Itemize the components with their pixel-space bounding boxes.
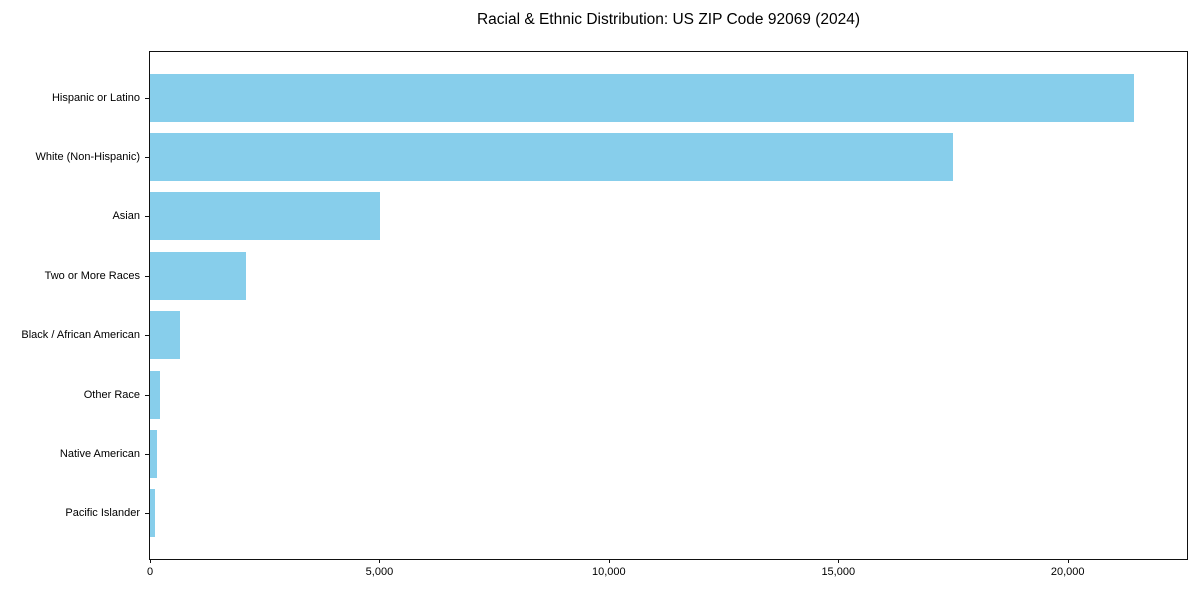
y-tick-label: Hispanic or Latino	[51, 91, 140, 104]
bar	[150, 489, 156, 538]
bar-row: Pacific Islander	[65, 484, 1187, 543]
y-tick	[145, 335, 149, 337]
bar-row: Two or More Races	[45, 246, 1187, 305]
y-tick-label: Other Race	[83, 388, 140, 401]
y-tick-label: Black / African American	[21, 329, 140, 342]
bar-row: Hispanic or Latino	[52, 68, 1187, 127]
x-tick-label: 15,000	[821, 566, 856, 578]
bars-container: Hispanic or Latino White (Non-Hispanic) As…	[21, 52, 1187, 559]
x-tick-label: 0	[146, 566, 154, 578]
bar-row: Black / African American	[21, 306, 1187, 365]
chart-title: Racial & Ethnic Distribution: US ZIP Cod…	[476, 11, 861, 28]
y-tick-label: Native American	[59, 447, 140, 460]
y-tick	[145, 275, 149, 277]
y-tick	[145, 513, 149, 515]
bar	[150, 429, 157, 478]
y-tick	[145, 97, 149, 99]
bar	[150, 133, 953, 182]
y-tick	[145, 216, 149, 218]
y-tick-label: Asian	[112, 210, 140, 223]
bar	[150, 370, 160, 419]
x-tick	[1067, 559, 1069, 563]
bar-row: White (Non-Hispanic)	[35, 127, 1187, 186]
x-tick-label: 10,000	[592, 566, 626, 578]
y-tick-label: Two or More Races	[44, 269, 140, 282]
x-tick-label: 5,000	[365, 566, 394, 578]
y-tick	[145, 394, 149, 396]
x-tick	[150, 559, 151, 563]
y-tick	[145, 157, 149, 159]
y-tick-label: Pacific Islander	[65, 507, 140, 520]
bar-row: Native American	[60, 424, 1187, 483]
y-tick-label: White (Non-Hispanic)	[35, 151, 140, 164]
bar	[150, 311, 180, 360]
x-tick	[608, 559, 610, 563]
bar	[150, 251, 246, 300]
x-tick	[838, 559, 840, 563]
bar-row: Asian	[112, 187, 1187, 246]
bar-row: Other Race	[84, 365, 1187, 424]
y-tick	[145, 453, 149, 455]
plot-area: Hispanic or Latino White (Non-Hispanic) As…	[21, 51, 1188, 578]
x-tick	[379, 559, 381, 563]
bar	[150, 73, 1135, 122]
x-tick-label: 20,000	[1050, 566, 1085, 578]
bar	[150, 192, 381, 241]
